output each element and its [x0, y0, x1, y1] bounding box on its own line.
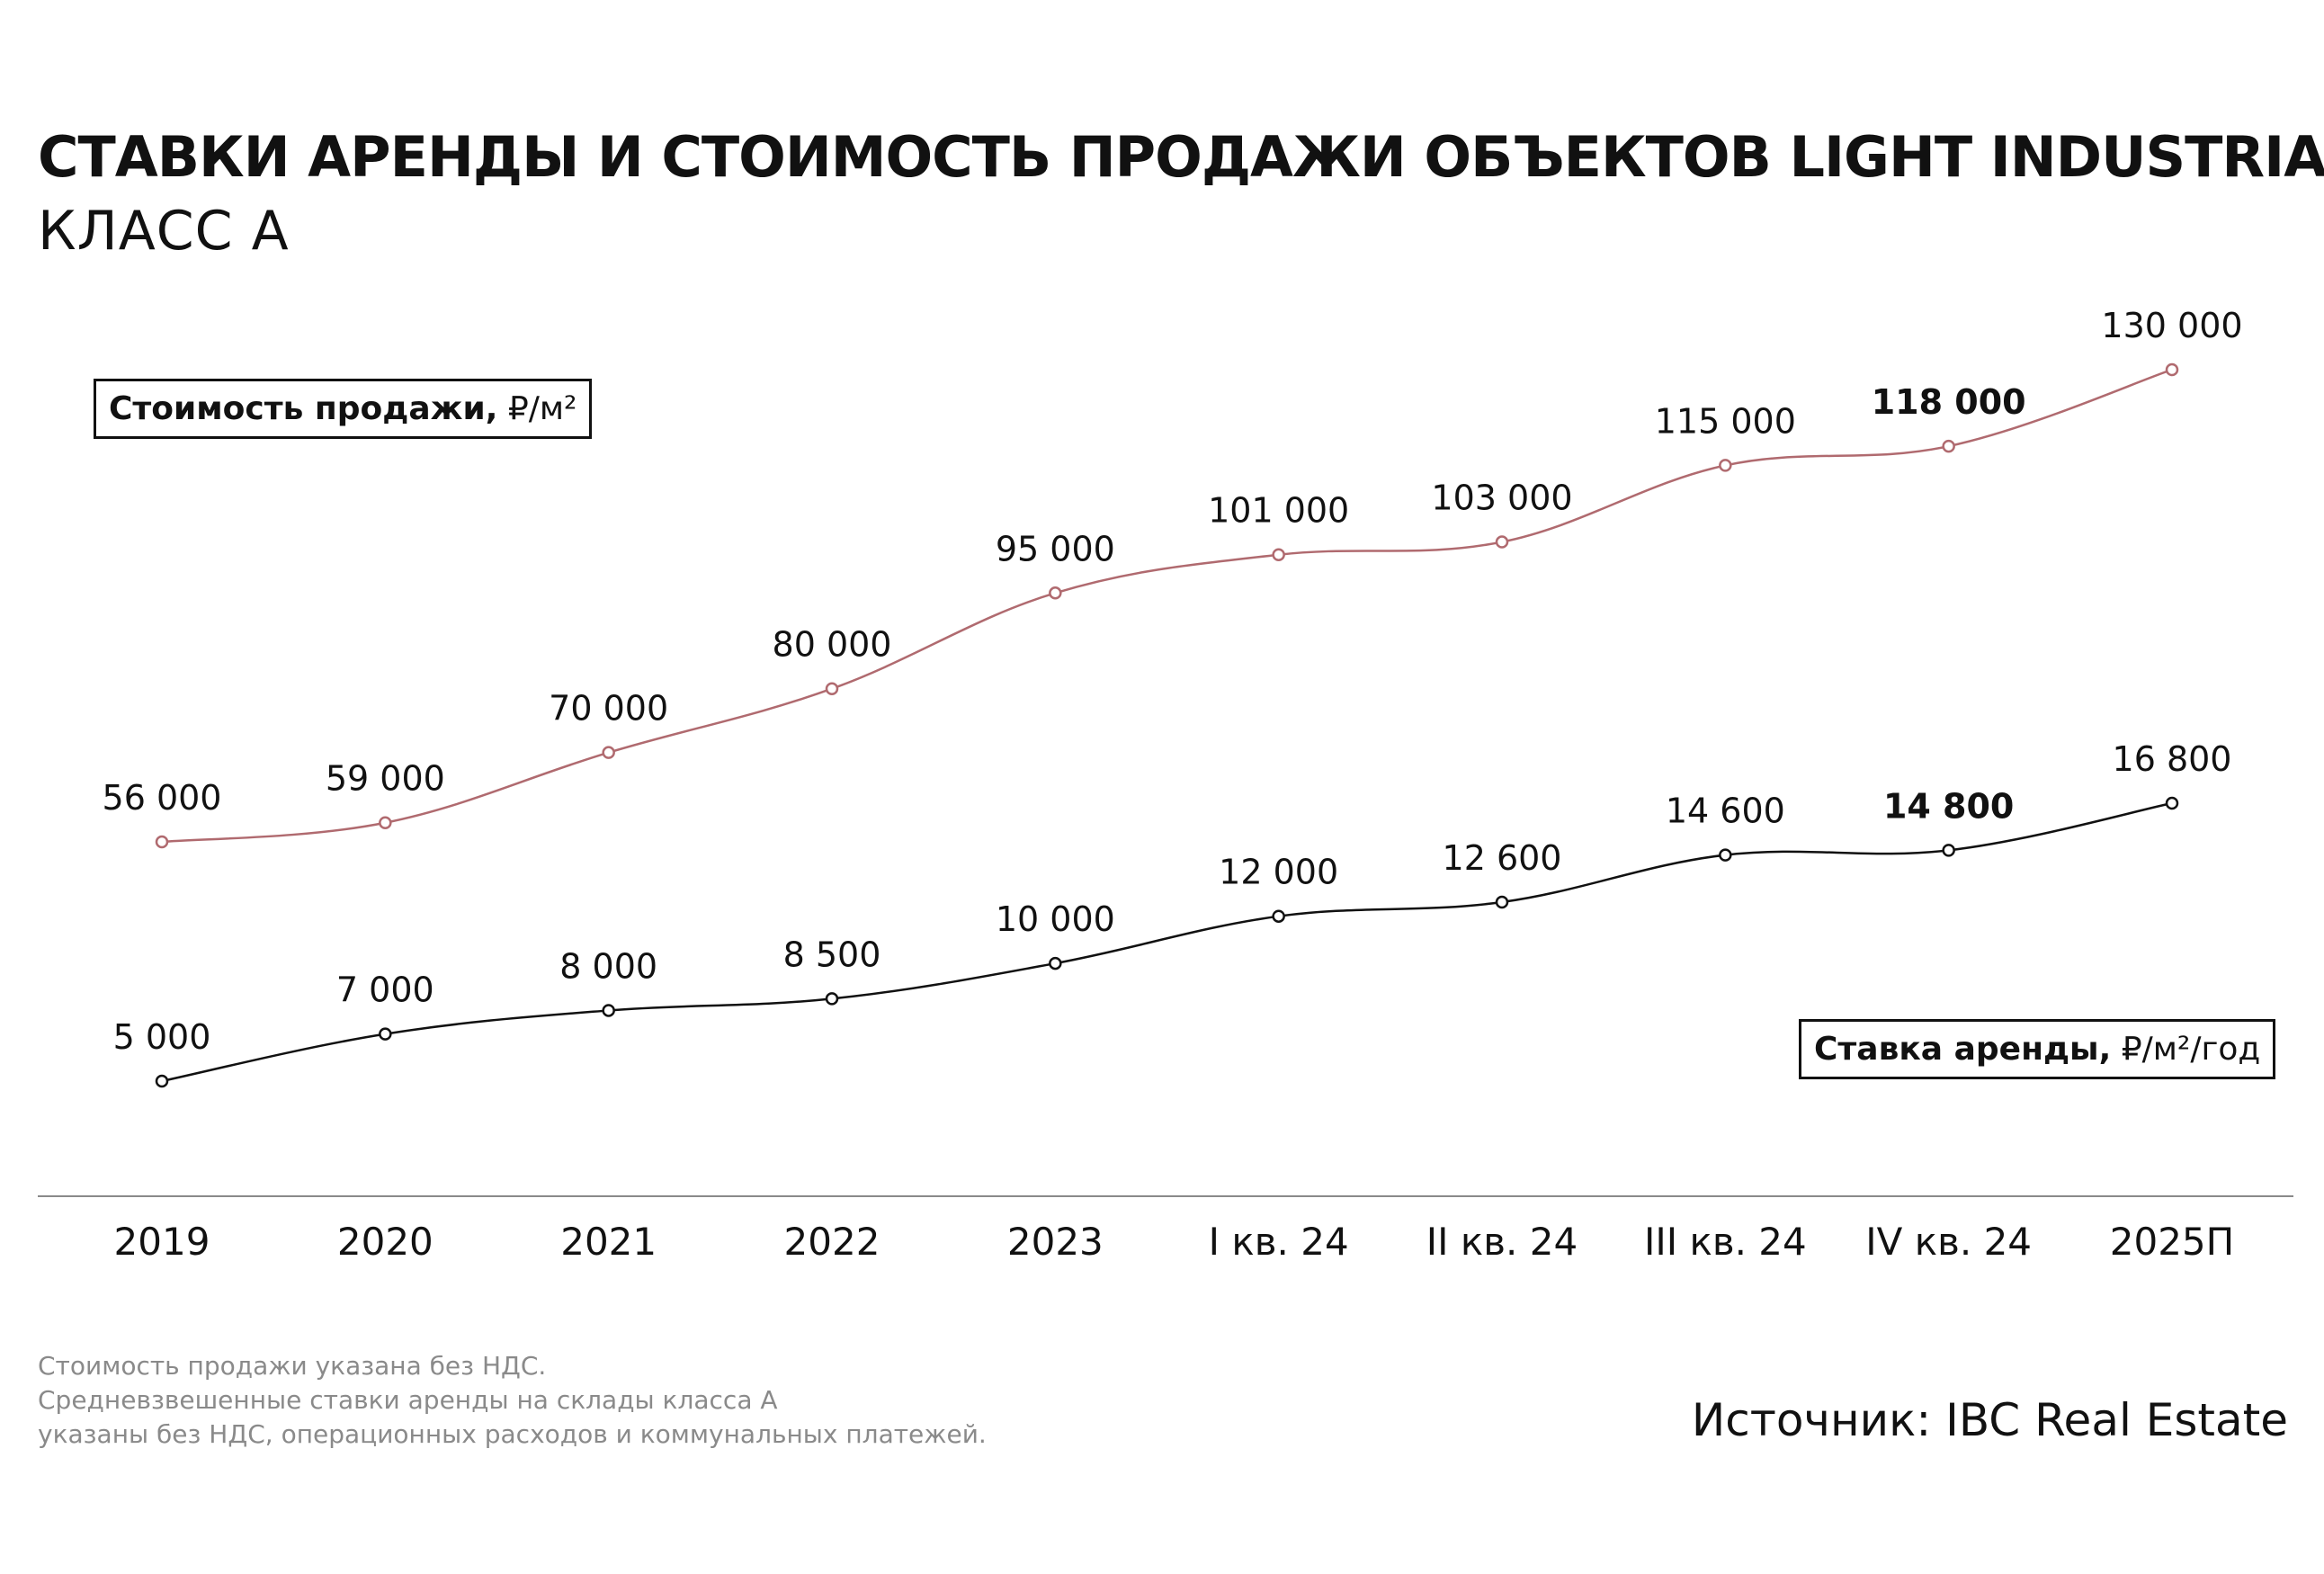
page-title: СТАВКИ АРЕНДЫ И СТОИМОСТЬ ПРОДАЖИ ОБЪЕКТ… — [38, 124, 2324, 190]
rent-series-point — [155, 1074, 169, 1088]
legend-rent-name: Ставка аренды, — [1814, 1031, 2112, 1068]
footnotes: Стоимость продажи указана без НДС. Средн… — [38, 1349, 987, 1452]
x-tick-label: II кв. 24 — [1426, 1220, 1578, 1264]
source-label: Источник: IBC Real Estate — [1691, 1394, 2288, 1446]
rent-series-point — [1942, 844, 1955, 857]
legend-sale-name: Стоимость продажи, — [109, 390, 498, 427]
sale-series-data-label: 80 000 — [773, 625, 892, 665]
rent-series-line — [161, 801, 2173, 1083]
legend-sale-unit: ₽/м² — [507, 390, 577, 427]
x-tick-label: 2019 — [114, 1220, 210, 1264]
rent-series-point — [1495, 895, 1509, 909]
sale-series-data-label: 56 000 — [103, 778, 222, 818]
sale-series-data-label: 130 000 — [2101, 306, 2242, 345]
legend-sale: Стоимость продажи, ₽/м² — [94, 379, 593, 439]
legend-rent: Ставка аренды, ₽/м²/год — [1799, 1019, 2276, 1079]
sale-series-line — [161, 368, 2173, 844]
sale-series-point — [602, 746, 615, 759]
rent-series-data-label: 14 600 — [1666, 791, 1785, 831]
sale-series-data-label: 118 000 — [1872, 382, 2026, 422]
footnote-line: Средневзвешенные ставки аренды на склады… — [38, 1385, 778, 1415]
rent-series-point — [1719, 848, 1732, 862]
rent-series-point — [602, 1004, 615, 1017]
rent-series-point — [379, 1027, 392, 1041]
sale-series-data-label: 103 000 — [1431, 478, 1572, 518]
sale-series-data-label: 101 000 — [1208, 491, 1349, 531]
footnote-line: указаны без НДС, операционных расходов и… — [38, 1419, 987, 1449]
sale-series-point — [825, 682, 839, 695]
rent-series-point — [825, 992, 839, 1006]
rent-series-point — [2165, 796, 2179, 810]
x-tick-label: 2020 — [337, 1220, 434, 1264]
rent-series-data-label: 8 500 — [783, 935, 881, 974]
sale-series-point — [1942, 439, 1955, 453]
sale-series-data-label: 70 000 — [549, 689, 668, 729]
rent-series-data-label: 8 000 — [559, 946, 657, 986]
x-tick-label: 2025П — [2110, 1220, 2234, 1264]
sale-series-data-label: 59 000 — [326, 759, 445, 799]
rent-series-point — [1272, 909, 1285, 923]
x-tick-label: IV кв. 24 — [1865, 1220, 2032, 1264]
page-subtitle: КЛАСС А — [38, 200, 290, 263]
x-tick-label: III кв. 24 — [1644, 1220, 1807, 1264]
x-tick-label: 2021 — [560, 1220, 657, 1264]
rent-series-point — [1049, 956, 1062, 970]
sale-series-point — [1495, 535, 1509, 549]
sale-series-data-label: 95 000 — [996, 529, 1115, 568]
rent-series-data-label: 14 800 — [1883, 786, 2014, 826]
sale-series-point — [1719, 459, 1732, 472]
x-tick-label: I кв. 24 — [1209, 1220, 1349, 1264]
rent-series-data-label: 12 000 — [1219, 853, 1338, 892]
rent-series-data-label: 10 000 — [996, 899, 1115, 939]
sale-series-point — [1049, 586, 1062, 600]
sale-series-point — [2165, 362, 2179, 377]
sale-series-point — [1272, 548, 1285, 561]
rent-series-data-label: 5 000 — [113, 1017, 211, 1057]
rent-series-data-label: 7 000 — [336, 970, 434, 1010]
footnote-line: Стоимость продажи указана без НДС. — [38, 1351, 547, 1381]
sale-series-point — [379, 816, 392, 829]
x-tick-label: 2023 — [1007, 1220, 1104, 1264]
sale-series-point — [155, 835, 169, 849]
legend-rent-unit: ₽/м²/год — [2121, 1031, 2261, 1068]
x-tick-label: 2022 — [784, 1220, 880, 1264]
sale-series-data-label: 115 000 — [1655, 401, 1796, 441]
rent-series-data-label: 16 800 — [2113, 739, 2232, 779]
rent-series-data-label: 12 600 — [1443, 838, 1562, 878]
